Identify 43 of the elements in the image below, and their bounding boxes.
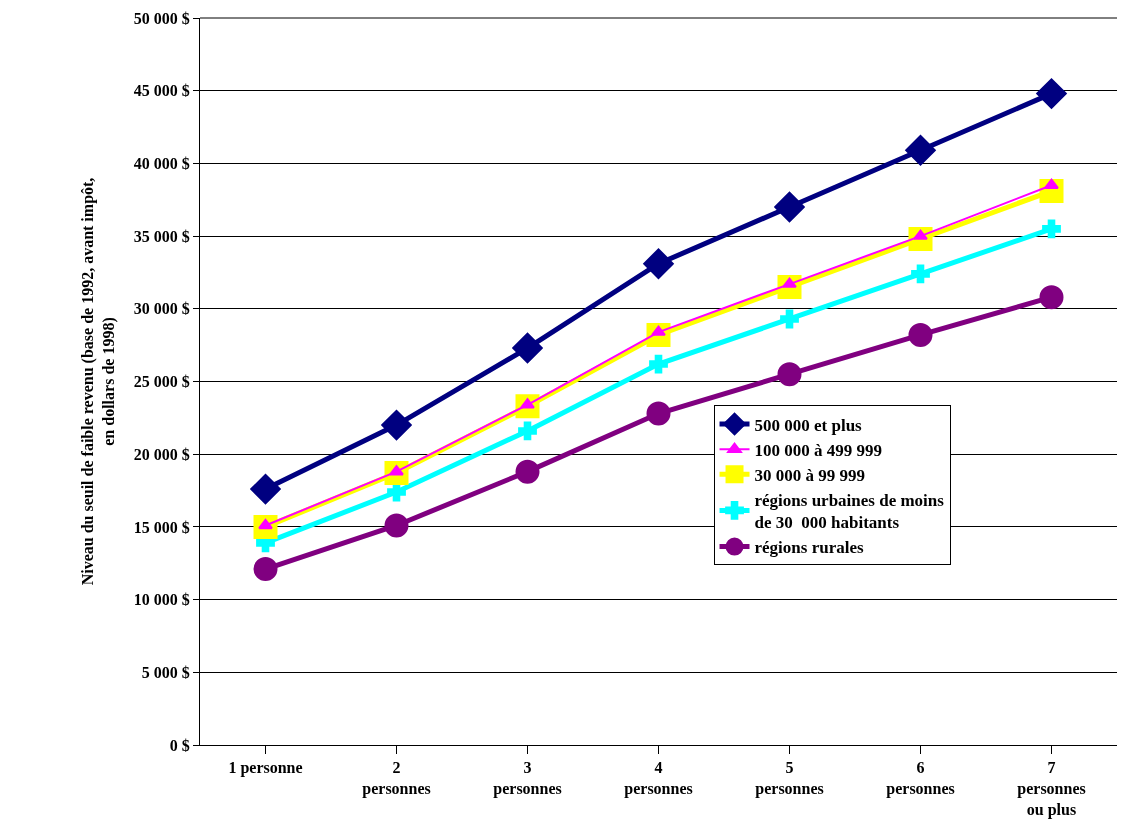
y-tick-label: 0 $ <box>169 736 190 754</box>
y-tick-label: 10 000 $ <box>133 591 190 609</box>
point <box>643 248 674 280</box>
legend-label: 500 000 et plus <box>754 415 863 435</box>
y-tick-label: 45 000 $ <box>133 82 190 100</box>
point <box>1036 78 1067 109</box>
point <box>1042 219 1061 239</box>
y-tick-label: 40 000 $ <box>133 155 190 172</box>
point <box>387 482 406 502</box>
point <box>646 401 671 426</box>
y-tick-label: 20 000 $ <box>133 445 190 463</box>
point <box>1039 285 1064 310</box>
y-tick-label: 35 000 $ <box>133 227 190 245</box>
legend-label: 30 000 à 99 999 <box>754 465 866 485</box>
point <box>381 409 412 441</box>
point <box>515 459 540 484</box>
y-tick-label: 30 000 $ <box>133 300 190 318</box>
legend-label: 100 000 à 499 999 <box>754 440 883 460</box>
point <box>384 513 409 538</box>
x-tick-label: 5 personnes <box>755 759 824 798</box>
point <box>518 421 537 441</box>
point <box>780 309 799 329</box>
y-tick-label: 5 000 $ <box>141 663 190 681</box>
point <box>649 354 668 374</box>
y-axis-title: Niveau du seuil de faible revenu (base de 1992, avant impôt, en dollars de 1998) <box>78 177 118 586</box>
point <box>512 332 543 364</box>
y-tick-label: 25 000 $ <box>133 373 190 391</box>
x-tick-label: 3 personnes <box>493 759 562 798</box>
y-tick-label: 15 000 $ <box>133 518 190 536</box>
x-tick-label: 4 personnes <box>624 759 693 798</box>
x-tick-label: 2 personnes <box>362 759 431 798</box>
x-tick-label: 7 personnes ou plus <box>1017 759 1086 819</box>
point <box>253 557 278 582</box>
point <box>905 135 936 166</box>
y-tick-label: 50 000 $ <box>133 9 190 27</box>
point <box>777 362 802 387</box>
point <box>911 264 930 284</box>
legend-label: régions rurales <box>754 538 864 558</box>
point <box>250 473 281 505</box>
point <box>908 322 933 347</box>
x-tick-label: 6 personnes <box>886 759 955 798</box>
point <box>774 191 805 223</box>
x-tick-label: 1 personne <box>228 759 303 778</box>
